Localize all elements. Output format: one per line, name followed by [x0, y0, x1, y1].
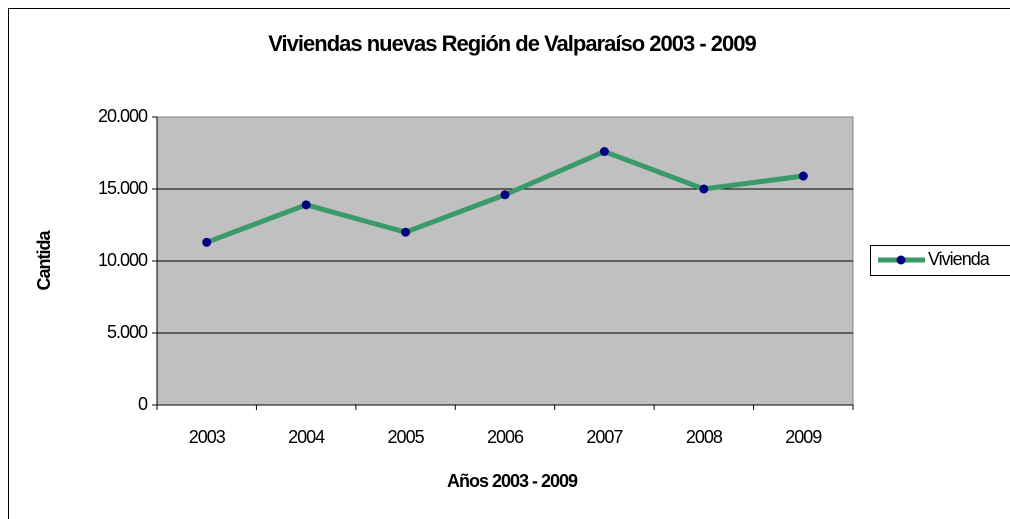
x-axis-label: Años 2003 - 2009	[447, 471, 578, 491]
y-tick-label: 15.000	[98, 178, 148, 198]
data-point	[401, 227, 411, 237]
x-tick-label: 2006	[487, 427, 524, 447]
data-point	[599, 147, 609, 157]
y-tick-label: 10.000	[98, 250, 148, 270]
data-point	[301, 200, 311, 210]
x-tick-label: 2009	[785, 427, 822, 447]
y-tick-label: 5.000	[107, 322, 148, 342]
data-point	[699, 184, 709, 194]
x-tick-label: 2008	[686, 427, 723, 447]
x-tick-label: 2003	[189, 427, 226, 447]
y-axis-label: Cantida	[34, 230, 54, 291]
y-tick-label: 20.000	[98, 106, 148, 126]
legend-label: Vivienda	[928, 249, 991, 269]
chart-title: Viviendas nuevas Región de Valparaíso 20…	[268, 31, 756, 56]
y-tick-label: 0	[138, 394, 148, 414]
x-tick-label: 2004	[288, 427, 325, 447]
data-point	[202, 237, 212, 247]
data-point	[798, 171, 808, 181]
x-tick-label: 2005	[388, 427, 425, 447]
legend-marker	[896, 255, 906, 265]
data-point	[500, 190, 510, 200]
x-tick-label: 2007	[586, 427, 623, 447]
